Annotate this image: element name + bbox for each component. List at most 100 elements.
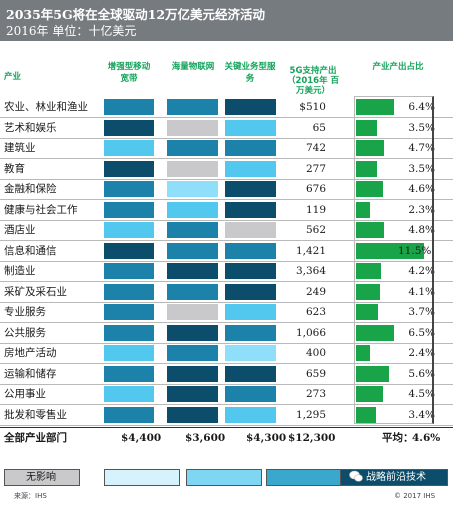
- output-value: $510: [299, 101, 326, 113]
- impact-cell: [167, 284, 218, 300]
- row-divider: [0, 425, 453, 426]
- impact-cell: [225, 120, 276, 136]
- share-label: 3.4%: [408, 409, 435, 421]
- copyright-note: © 2017 IHS: [394, 492, 436, 500]
- share-label: 4.2%: [408, 265, 435, 277]
- row-divider: [0, 302, 453, 303]
- impact-cell: [167, 263, 218, 279]
- impact-cell: [225, 304, 276, 320]
- impact-cell: [225, 99, 276, 115]
- legend-no-impact-label: 无影响: [26, 472, 56, 483]
- share-bar: [356, 140, 384, 156]
- impact-cell: [225, 386, 276, 402]
- impact-cell: [167, 345, 218, 361]
- chart-header: 2035年5G将在全球驱动12万亿美元经济活动 2016年 单位：十亿美元: [0, 0, 453, 41]
- industry-label: 批发和零售业: [4, 409, 67, 421]
- industry-label: 建筑业: [4, 142, 36, 154]
- row-divider: [0, 240, 453, 241]
- share-label: 11.5%: [398, 245, 432, 257]
- impact-cell: [225, 222, 276, 238]
- impact-cell: [167, 407, 218, 423]
- industry-label: 农业、林业和渔业: [4, 101, 88, 113]
- impact-cell: [104, 345, 154, 361]
- row-divider: [0, 117, 453, 118]
- output-value: 119: [305, 204, 326, 216]
- impact-cell: [104, 99, 154, 115]
- share-label: 3.7%: [408, 306, 435, 318]
- industry-label: 健康与社会工作: [4, 204, 78, 216]
- impact-cell: [104, 181, 154, 197]
- share-label: 4.1%: [408, 286, 435, 298]
- impact-cell: [225, 243, 276, 259]
- share-bar: [356, 263, 381, 279]
- output-value: 277: [305, 163, 326, 175]
- legend-level2-swatch: [186, 469, 262, 486]
- impact-cell: [104, 284, 154, 300]
- share-bar: [356, 284, 380, 300]
- miot-column-header: 海量物联网: [171, 62, 215, 72]
- legend-no-impact-swatch: [4, 469, 80, 486]
- impact-cell: [167, 243, 218, 259]
- impact-cell: [225, 325, 276, 341]
- impact-cell: [104, 140, 154, 156]
- industry-label: 制造业: [4, 265, 36, 277]
- output-value: 3,364: [295, 265, 326, 277]
- impact-cell: [167, 99, 218, 115]
- source-note: 来源：IHS: [14, 492, 47, 500]
- impact-cell: [225, 202, 276, 218]
- impact-cell: [225, 140, 276, 156]
- share-label: 4.5%: [408, 388, 435, 400]
- average-value: 4.6%: [412, 432, 441, 444]
- impact-cell: [104, 407, 154, 423]
- row-divider: [0, 158, 453, 159]
- share-bar: [356, 243, 424, 259]
- impact-cell: [225, 284, 276, 300]
- output-value: 659: [305, 368, 326, 380]
- impact-cell: [104, 386, 154, 402]
- industry-label: 教育: [4, 163, 25, 175]
- chart-title: 2035年5G将在全球驱动12万亿美元经济活动: [6, 7, 266, 22]
- share-bar: [356, 325, 394, 341]
- impact-cell: [167, 140, 218, 156]
- chart-subtitle: 2016年 单位：十亿美元: [6, 24, 137, 38]
- share-label: 2.4%: [408, 347, 435, 359]
- row-divider: [0, 220, 453, 221]
- share-bar: [356, 99, 394, 115]
- impact-cell: [104, 304, 154, 320]
- row-divider: [0, 322, 453, 323]
- share-bar: [356, 386, 383, 402]
- embb-column-header: 增强型移动宽带: [107, 62, 151, 84]
- impact-cell: [104, 222, 154, 238]
- impact-cell: [104, 263, 154, 279]
- share-label: 4.6%: [408, 183, 435, 195]
- output-value: 562: [305, 224, 326, 236]
- total-label: 全部产业部门: [4, 432, 67, 444]
- row-divider: [0, 138, 453, 139]
- share-label: 6.4%: [408, 101, 435, 113]
- row-divider: [0, 384, 453, 385]
- share-bar: [356, 304, 378, 320]
- row-divider: [0, 261, 453, 262]
- industry-column-header: 产业: [4, 72, 22, 82]
- impact-cell: [167, 366, 218, 382]
- output-value: 1,295: [295, 409, 326, 421]
- impact-cell: [167, 202, 218, 218]
- impact-cell: [167, 161, 218, 177]
- output-value: 676: [305, 183, 326, 195]
- row-divider: [0, 404, 453, 405]
- total-embb: $4,400: [121, 432, 162, 444]
- row-divider: [0, 179, 453, 180]
- share-bar: [356, 407, 376, 423]
- output-value: 400: [305, 347, 326, 359]
- legend-level3-swatch: [266, 469, 342, 486]
- share-bar: [356, 366, 389, 382]
- share-label: 2.3%: [408, 204, 435, 216]
- share-bar: [356, 222, 384, 238]
- critical-services-column-header: 关键业务型服务: [224, 62, 276, 84]
- industry-label: 运输和储存: [4, 368, 57, 380]
- impact-cell: [225, 345, 276, 361]
- row-divider: [0, 343, 453, 344]
- share-label: 4.8%: [408, 224, 435, 236]
- share-label: 6.5%: [408, 327, 435, 339]
- impact-cell: [167, 181, 218, 197]
